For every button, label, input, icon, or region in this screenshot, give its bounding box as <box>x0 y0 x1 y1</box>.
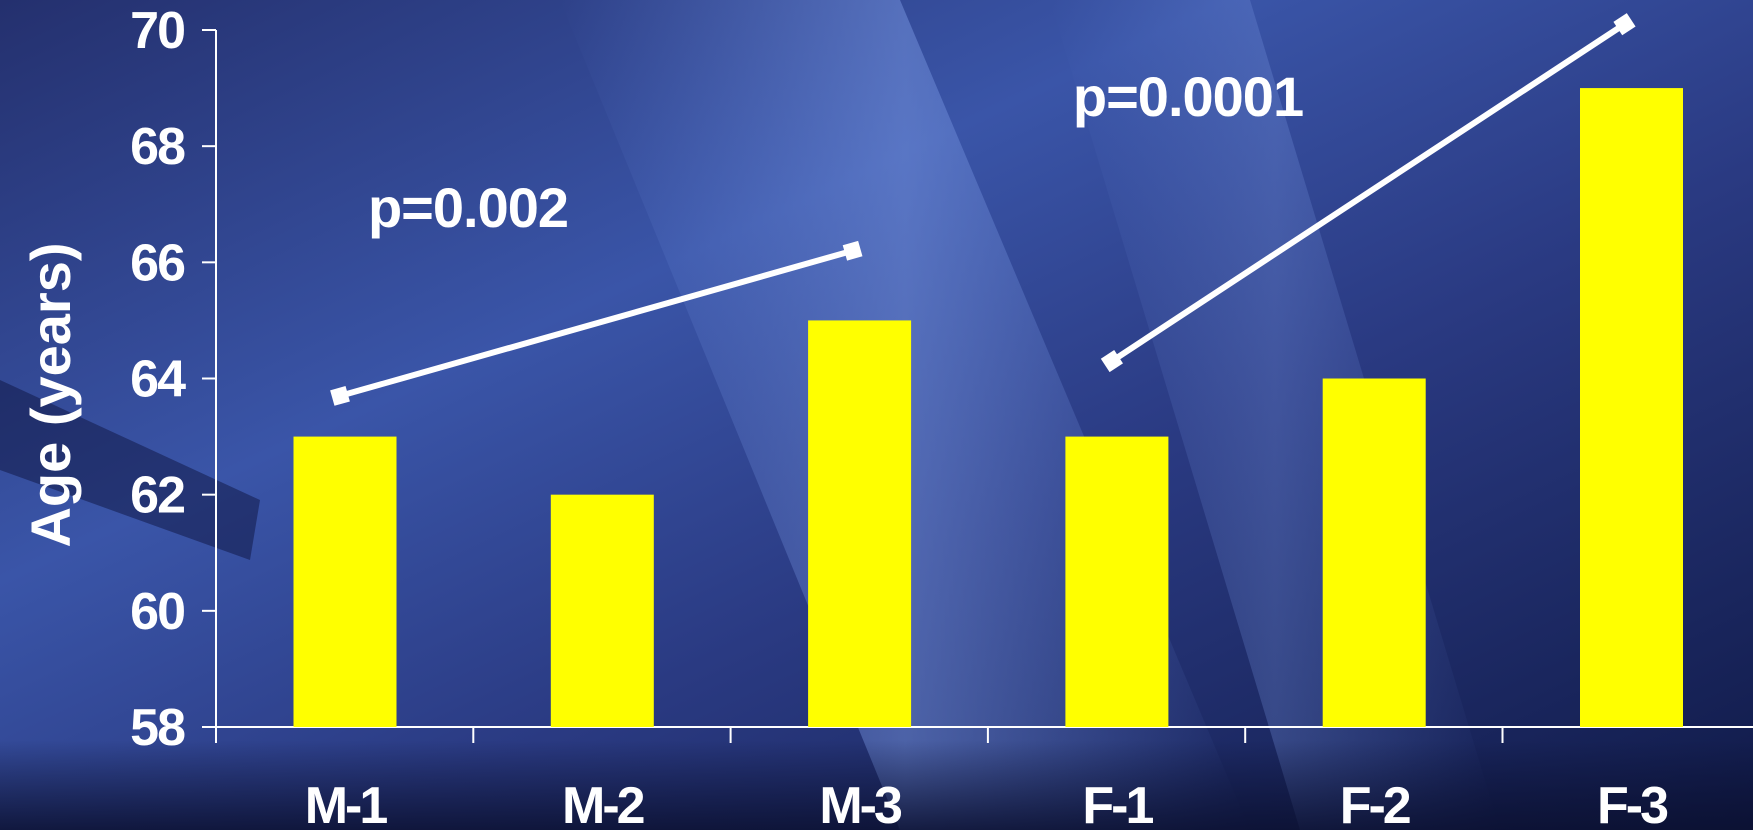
bar <box>1322 378 1426 727</box>
y-tick-label: 58 <box>130 699 185 757</box>
background-bottom-shade <box>0 740 1753 830</box>
x-tick-label: M-1 <box>305 777 388 830</box>
bar <box>1580 88 1683 728</box>
axes <box>202 29 1753 743</box>
p-value-annotation: p=0.002 <box>368 176 568 239</box>
x-tick-label: F-3 <box>1597 777 1668 830</box>
y-tick-label: 62 <box>130 467 184 525</box>
y-tick-label: 66 <box>130 234 185 292</box>
significance-line-start-marker <box>330 386 350 406</box>
p-value-annotation: p=0.0001 <box>1073 65 1303 128</box>
labels: 58 60 62 64 66 68 70 M-1 M-2 M-3 F-1 F-2 F-3 Age (yea… <box>19 2 1671 830</box>
y-tick-label: 68 <box>130 118 185 176</box>
bar <box>550 494 654 727</box>
bar <box>293 436 397 727</box>
significance-line-end-marker <box>1613 13 1636 36</box>
y-tick-label: 60 <box>130 583 184 641</box>
background-streak <box>0 380 260 560</box>
significance-line-end-marker <box>842 240 863 261</box>
bar <box>808 320 912 727</box>
x-tick-label: M-2 <box>562 777 644 830</box>
annotations <box>330 13 1636 406</box>
y-tick-label: 64 <box>130 351 186 409</box>
x-tick-label: F-2 <box>1340 777 1410 830</box>
x-tick-label: F-1 <box>1082 777 1153 830</box>
y-tick-label: 70 <box>130 2 184 60</box>
significance-line <box>1108 21 1628 365</box>
bars <box>293 88 1683 728</box>
significance-line <box>337 247 856 399</box>
bar <box>1065 436 1169 727</box>
significance-line-start-marker <box>1100 349 1123 373</box>
x-tick-label: M-3 <box>819 777 902 830</box>
y-axis-label: Age (years) <box>19 242 82 547</box>
